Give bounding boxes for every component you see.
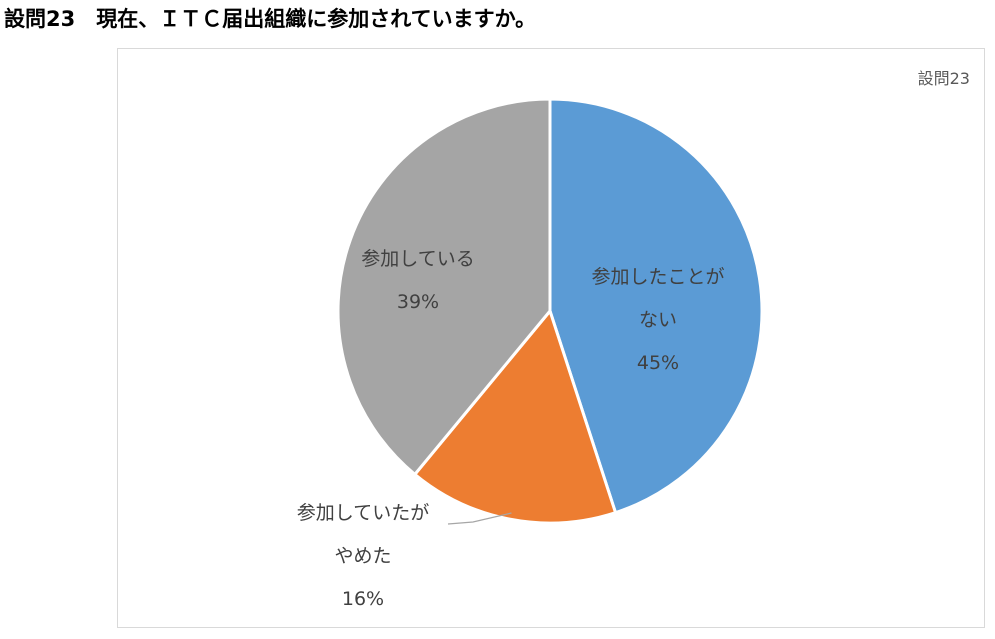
chart-title: 設問23 (917, 69, 970, 88)
slice-value-label: 45% (637, 352, 679, 374)
chart-area: 設問23 参加したことが ない 45% 参加していたが やめた 16% 参加している 39% (117, 48, 985, 628)
slice-category-label: 参加したことが (591, 266, 724, 288)
slice-value-label: 39% (397, 291, 439, 313)
slice-category-label: 参加していたが (297, 502, 429, 524)
slice-category-label: ない (639, 309, 677, 331)
slice-value-label: 16% (342, 588, 384, 610)
slice-category-label: やめた (334, 545, 391, 567)
pie-slice (336, 97, 552, 477)
page-heading: 設問23 現在、ＩＴＣ届出組織に参加されていますか。 (4, 7, 537, 31)
leader-line (447, 512, 512, 525)
pie-slice (412, 307, 618, 525)
pie-slice (548, 97, 764, 515)
slice-category-label: 参加している (361, 248, 474, 270)
